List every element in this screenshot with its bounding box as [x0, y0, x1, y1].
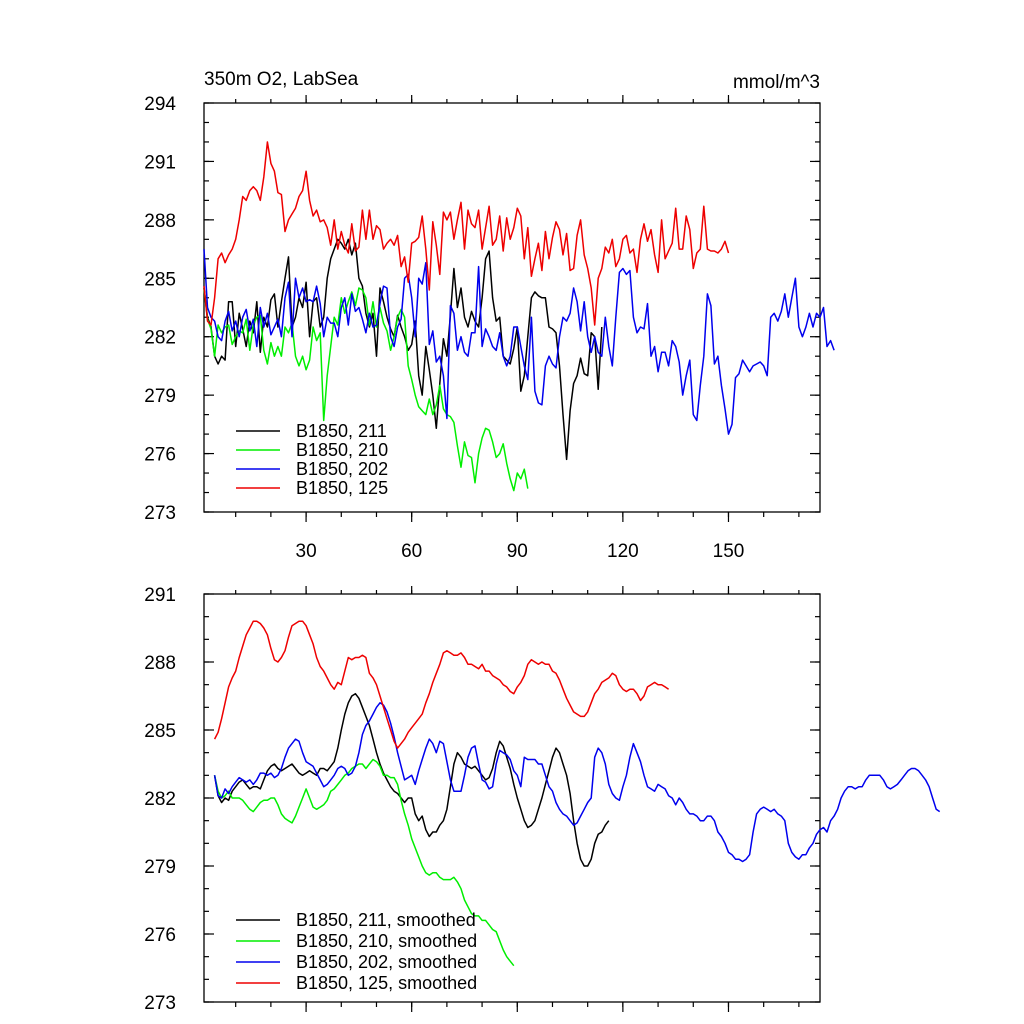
top-ytick-label: 279 [144, 386, 176, 407]
top-legend-label: B1850, 211 [296, 421, 387, 441]
bottom-legend-label: B1850, 210, smoothed [296, 931, 477, 951]
bottom-panel: 273 276 279 282 285 288 291 B1850, 211, smoothe… [144, 585, 941, 1014]
bottom-ytick-label: 273 [144, 993, 176, 1014]
top-series-line-3 [203, 141, 730, 326]
top-plot-frame [203, 102, 821, 513]
top-series-line-2 [203, 249, 835, 435]
bottom-legend-label: B1850, 202, smoothed [296, 952, 477, 972]
top-ytick-label: 276 [144, 445, 176, 466]
top-ytick-label: 273 [144, 503, 176, 524]
bottom-series-line-1 [213, 758, 515, 967]
top-xtick-label: 60 [401, 541, 422, 562]
top-ytick-label: 288 [144, 211, 176, 232]
top-xtick-label: 150 [713, 541, 745, 562]
top-series-line-0 [203, 238, 603, 461]
bottom-ytick-label: 276 [144, 925, 176, 946]
bottom-ytick-label: 291 [144, 585, 176, 606]
bottom-ytick-label: 285 [144, 721, 176, 742]
bottom-ytick-label: 279 [144, 857, 176, 878]
top-xtick-label: 30 [296, 541, 317, 562]
bottom-series-line-3 [213, 620, 670, 749]
bottom-series-line-2 [213, 702, 941, 863]
bottom-legend-label: B1850, 125, smoothed [296, 973, 477, 993]
top-panel: 350m O2, LabSea mmol/m^3 273 276 279 282 285… [144, 69, 835, 562]
top-ytick-label: 291 [144, 152, 176, 173]
top-ytick-label: 282 [144, 328, 176, 349]
top-legend-label: B1850, 202 [296, 459, 388, 479]
top-xtick-label: 90 [507, 541, 528, 562]
top-ytick-label: 294 [144, 94, 176, 115]
top-ytick-label: 285 [144, 269, 176, 290]
top-panel-title: 350m O2, LabSea [204, 69, 359, 90]
top-panel-units: mmol/m^3 [733, 72, 820, 93]
top-series-line-1 [203, 287, 529, 492]
bottom-ytick-label: 288 [144, 653, 176, 674]
top-xtick-label: 120 [607, 541, 639, 562]
bottom-legend-label: B1850, 211, smoothed [296, 910, 476, 930]
bottom-ytick-label: 282 [144, 789, 176, 810]
top-legend-label: B1850, 210 [296, 440, 388, 460]
top-legend-label: B1850, 125 [296, 478, 388, 498]
